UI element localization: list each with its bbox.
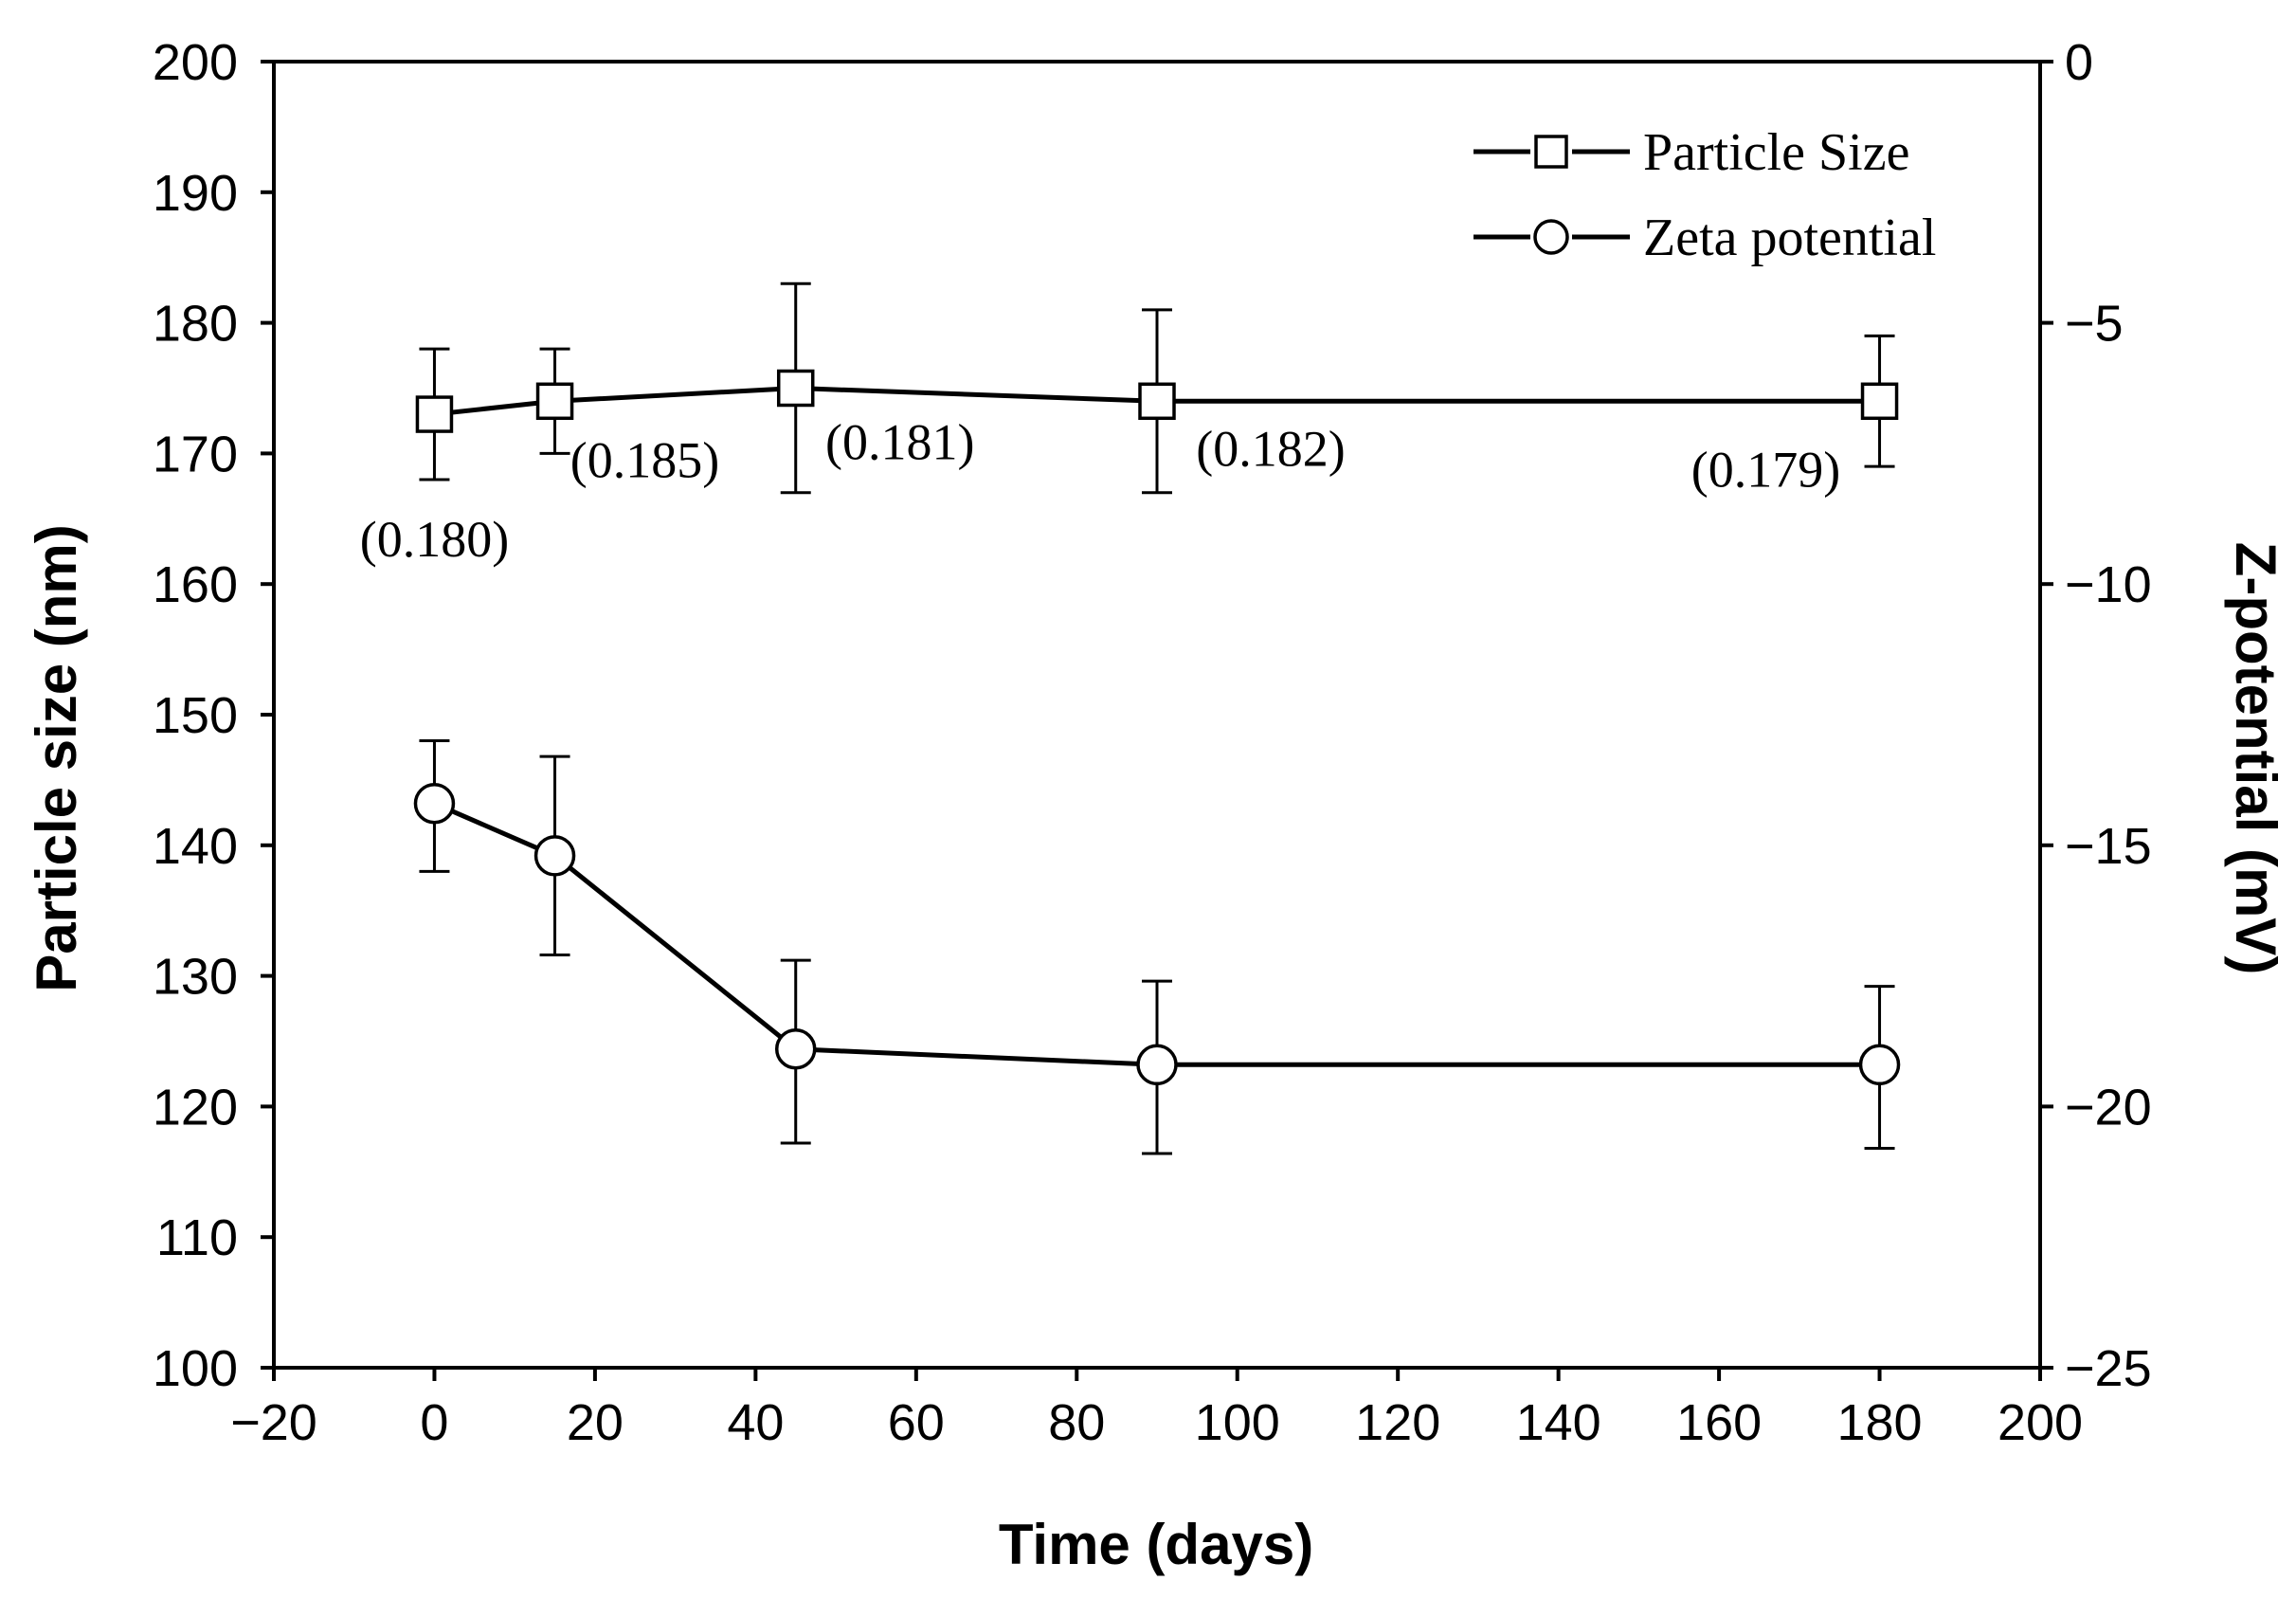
- legend-circle-icon: [1533, 219, 1569, 255]
- square-marker: [1138, 382, 1176, 421]
- pdi-label: (0.179): [1691, 441, 1840, 498]
- legend: Particle Size Zeta potential: [1473, 123, 1936, 267]
- legend-label: Zeta potential: [1643, 209, 1936, 267]
- x-tick-label: 60: [888, 1394, 945, 1451]
- x-tick-label: 80: [1048, 1394, 1105, 1451]
- x-tick-label: 40: [727, 1394, 784, 1451]
- y-tick-label: 120: [153, 1079, 238, 1136]
- circle-marker: [774, 1028, 817, 1070]
- circle-marker: [1136, 1044, 1178, 1086]
- y2-axis-title: Z-potential (mV): [2224, 542, 2287, 975]
- legend-square-icon: [1534, 135, 1568, 169]
- x-tick-label: 100: [1195, 1394, 1280, 1451]
- y-tick-label: 110: [156, 1209, 238, 1266]
- circle-marker: [533, 835, 576, 877]
- y-tick-label: 190: [153, 165, 238, 222]
- x-tick-label: 180: [1836, 1394, 1922, 1451]
- x-tick-label: 120: [1355, 1394, 1440, 1451]
- y2-tick-label: −25: [2065, 1340, 2152, 1397]
- series-particle-size: (0.180) (0.185) (0.181) (0.182) (0.179): [360, 282, 1899, 568]
- x-tick-label: 20: [567, 1394, 624, 1451]
- square-marker: [776, 369, 815, 408]
- y2-tick-label: −15: [2065, 818, 2152, 875]
- plot-axes: −20 0 20 40 60 80 100 120 140 160 180 200 100 110 120 1…: [153, 34, 2152, 1451]
- x-tick-label: 200: [1998, 1394, 2083, 1451]
- x-tick-label: −20: [230, 1394, 317, 1451]
- y-axis-title: Particle size (nm): [25, 524, 88, 992]
- y-tick-label: 160: [153, 556, 238, 613]
- pdi-label: (0.182): [1196, 420, 1345, 477]
- square-marker: [415, 395, 454, 433]
- y-tick-label: 200: [153, 34, 238, 91]
- x-axis-title: Time (days): [999, 1513, 1313, 1576]
- y2-tick-label: 0: [2065, 34, 2093, 91]
- y-tick-label: 180: [153, 296, 238, 353]
- y-tick-label: 140: [153, 818, 238, 875]
- y-tick-label: 170: [153, 426, 238, 482]
- pdi-label: (0.185): [570, 431, 719, 488]
- y2-tick-label: −20: [2065, 1079, 2152, 1136]
- x-tick-label: 160: [1676, 1394, 1762, 1451]
- pdi-label: (0.180): [360, 511, 509, 568]
- square-marker: [535, 382, 574, 421]
- legend-item: Particle Size: [1473, 123, 1909, 182]
- pdi-label: (0.181): [825, 414, 974, 471]
- legend-label: Particle Size: [1643, 123, 1909, 182]
- series-layer: (0.180) (0.185) (0.181) (0.182) (0.179): [360, 282, 1901, 1155]
- square-marker: [1860, 382, 1899, 421]
- y-tick-label: 150: [153, 687, 238, 744]
- y2-tick-label: −5: [2065, 296, 2124, 353]
- legend-item: Zeta potential: [1473, 209, 1936, 267]
- y-tick-label: 100: [153, 1340, 238, 1397]
- circle-marker: [1858, 1044, 1901, 1086]
- circle-marker: [413, 782, 456, 825]
- x-tick-label: 140: [1516, 1394, 1601, 1451]
- x-tick-label: 0: [420, 1394, 448, 1451]
- y2-tick-label: −10: [2065, 556, 2152, 613]
- y-tick-label: 130: [153, 949, 238, 1006]
- series-zeta-potential: [413, 739, 1901, 1155]
